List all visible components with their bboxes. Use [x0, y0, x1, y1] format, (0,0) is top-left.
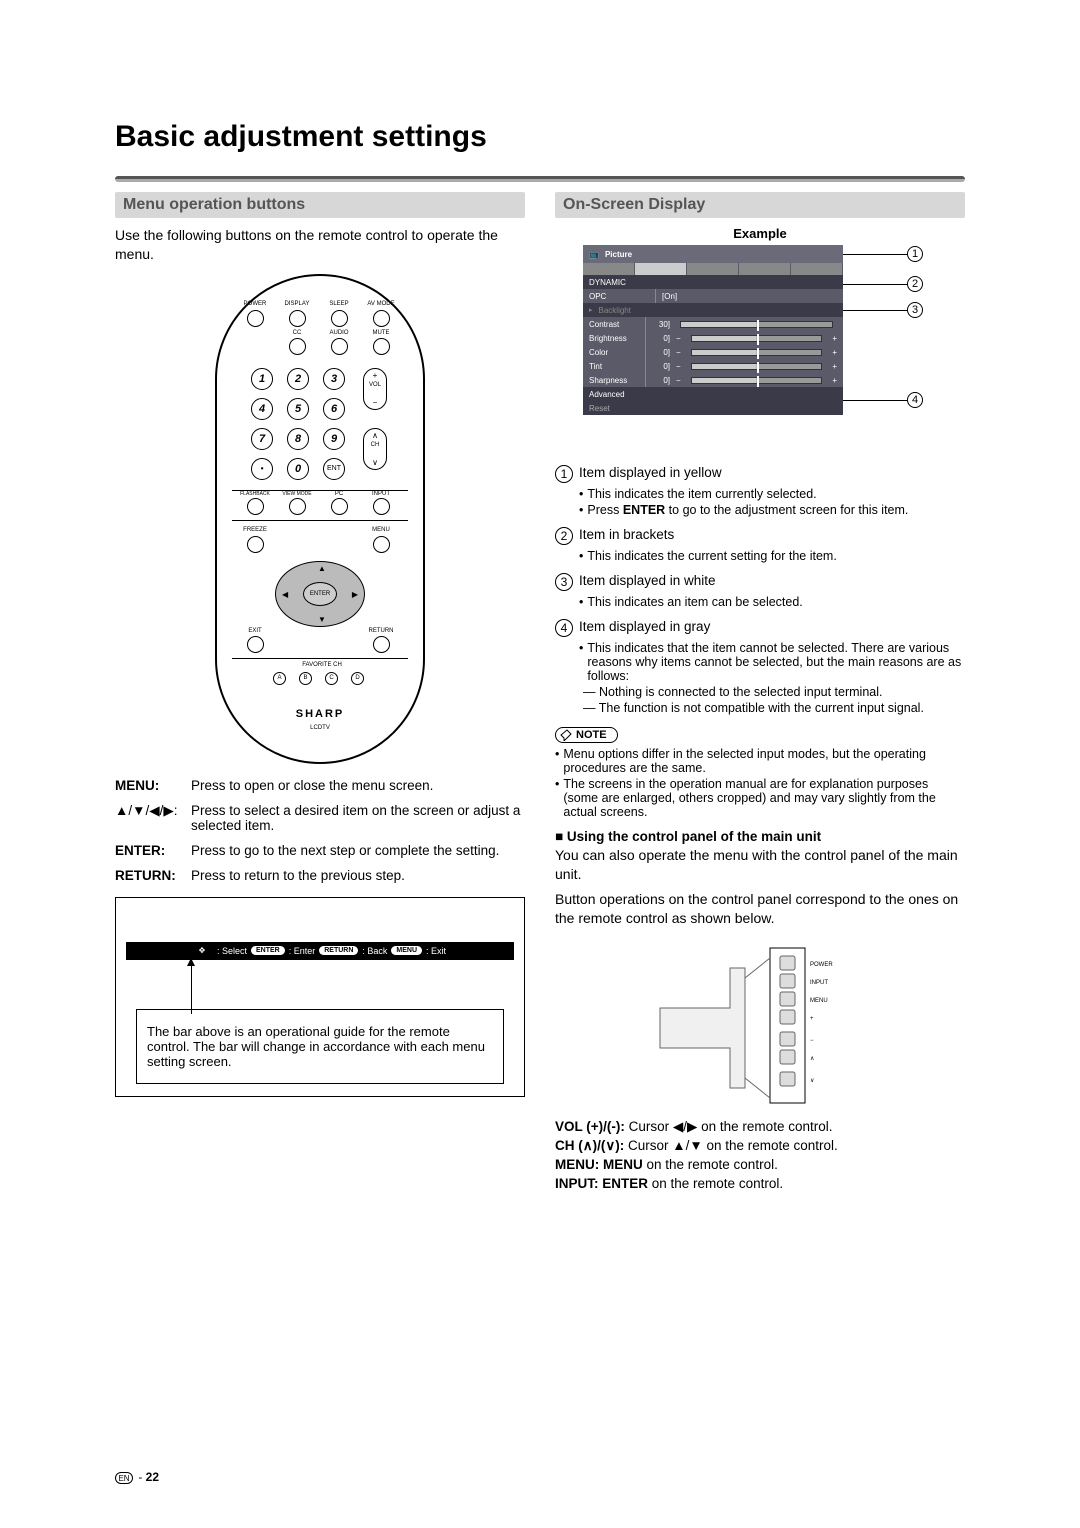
svg-text:POWER: POWER — [810, 962, 833, 968]
intro-text: Use the following buttons on the remote … — [115, 226, 525, 264]
control-panel-text: You can also operate the menu with the c… — [555, 846, 965, 884]
section-menu-operation: Menu operation buttons — [115, 192, 525, 218]
panel-diagram: POWER INPUT MENU + − ∧ ∨ — [555, 938, 965, 1108]
guide-box: ✥: Select ENTER: Enter RETURN: Back MENU… — [115, 897, 525, 1097]
example-label: Example — [555, 226, 965, 241]
svg-text:INPUT: INPUT — [810, 980, 828, 986]
divider — [115, 176, 965, 182]
svg-text:∨: ∨ — [810, 1078, 814, 1084]
section-osd: On-Screen Display — [555, 192, 965, 218]
osd-legend: 1Item displayed in yellow •This indicate… — [555, 465, 965, 715]
page-footer: EN - 22 — [115, 1470, 159, 1485]
remote-diagram: POWER DISPLAY SLEEP AV MODE CC AUDIO MUT… — [215, 274, 425, 764]
svg-text:−: − — [810, 1038, 814, 1044]
svg-text:MENU: MENU — [810, 998, 828, 1004]
left-column: Menu operation buttons Use the following… — [115, 192, 525, 1194]
guide-text: The bar above is an operational guide fo… — [136, 1009, 504, 1084]
page-title: Basic adjustment settings — [115, 120, 965, 154]
guide-bar: ✥: Select ENTER: Enter RETURN: Back MENU… — [126, 942, 514, 960]
right-column: On-Screen Display Example 📺Picture DYNAM… — [555, 192, 965, 1194]
control-panel-heading: ■ Using the control panel of the main un… — [555, 829, 965, 844]
button-mapping: VOL (+)/(-): Cursor ◀/▶ on the remote co… — [555, 1118, 965, 1194]
osd-example: 📺Picture DYNAMIC OPC[On] ▸Backlight Cont… — [555, 245, 965, 445]
control-panel-text2: Button operations on the control panel c… — [555, 890, 965, 928]
note-list: •Menu options differ in the selected inp… — [555, 747, 965, 819]
svg-text:∧: ∧ — [810, 1056, 814, 1062]
button-definitions: MENU:Press to open or close the menu scr… — [115, 778, 525, 883]
svg-text:+: + — [810, 1016, 814, 1022]
note-badge: NOTE — [555, 727, 618, 743]
